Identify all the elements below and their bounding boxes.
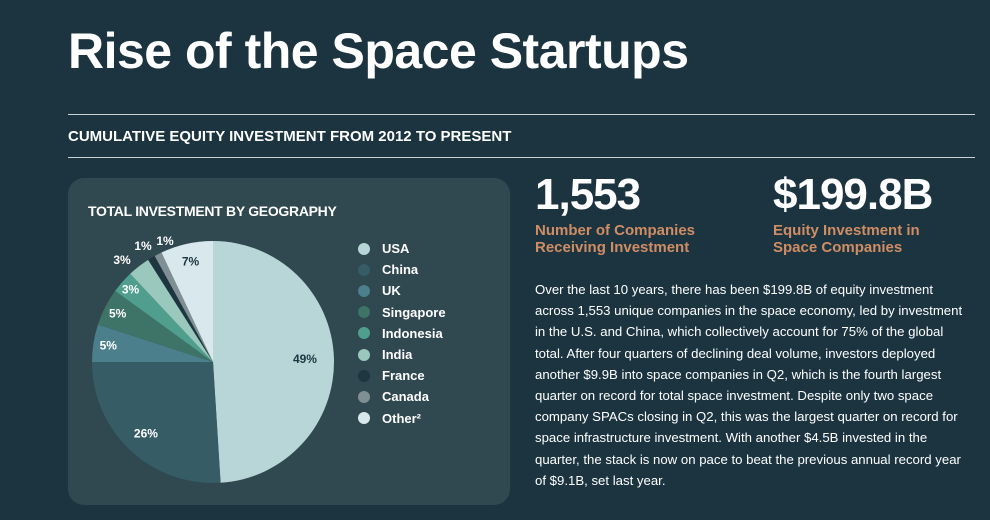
legend-label: USA	[382, 241, 410, 257]
pie-slice-india	[130, 259, 213, 362]
data-label: 26%	[134, 426, 158, 440]
data-label: 5%	[100, 338, 118, 352]
caption-line: Equity Investment in	[773, 222, 920, 239]
legend-label: India	[382, 347, 413, 363]
data-label: 1%	[156, 234, 174, 248]
pie-slice-france	[148, 255, 213, 362]
legend-swatch	[358, 412, 370, 425]
data-label: 5%	[109, 306, 127, 320]
legend-swatch	[358, 390, 370, 403]
legend-swatch	[358, 242, 370, 255]
legend-item: Other²	[358, 408, 446, 429]
pie-chart: 49%26%5%5%3%3%1% 1%7%	[92, 234, 334, 483]
pie-slice-usa	[213, 241, 334, 483]
divider	[68, 157, 975, 158]
data-label: 3%	[113, 253, 131, 267]
pie-slice-other	[161, 241, 213, 362]
chart-title: TOTAL INVESTMENT BY GEOGRAPHY	[88, 203, 337, 219]
pie-slice-china	[92, 362, 221, 483]
page-title: Rise of the Space Startups	[68, 23, 689, 79]
legend-label: Canada	[382, 389, 429, 405]
legend-item: India	[358, 344, 446, 365]
legend-label: Other²	[382, 410, 421, 426]
legend-label: UK	[382, 283, 401, 299]
legend-item: USA	[358, 238, 446, 259]
legend-label: China	[382, 262, 419, 278]
legend-item: UK	[358, 280, 446, 301]
stat-caption: Number of Companies Receiving Investment	[535, 222, 695, 256]
legend-item: Indonesia	[358, 323, 446, 344]
legend-item: China	[358, 259, 446, 280]
legend-swatch	[358, 263, 370, 276]
legend-swatch	[358, 348, 370, 361]
legend-item: Singapore	[358, 302, 446, 323]
legend-label: Singapore	[382, 304, 446, 320]
legend-swatch	[358, 284, 370, 297]
body-text: Over the last 10 years, there has been $…	[535, 282, 963, 488]
legend-swatch	[358, 369, 370, 382]
data-label: 7%	[182, 254, 200, 268]
divider	[68, 114, 975, 115]
data-label: 1%	[134, 239, 152, 253]
legend: USA China UK Singapore Indonesia India France C…	[358, 238, 446, 429]
data-label: 3%	[122, 282, 140, 296]
stat-companies: 1,553 Number of Companies Receiving Inves…	[535, 170, 695, 256]
caption-line: Receiving Investment	[535, 239, 690, 256]
legend-swatch	[358, 327, 370, 340]
stat-value: $199.8B	[773, 170, 933, 219]
stat-value: 1,553	[535, 170, 641, 219]
pie-slice-singapore	[97, 290, 213, 362]
pie-slice-indonesia	[115, 273, 213, 362]
legend-item: Canada	[358, 386, 446, 407]
chart-panel: TOTAL INVESTMENT BY GEOGRAPHY 49% 26% 5% 5%…	[68, 178, 510, 505]
legend-label: France	[382, 368, 425, 384]
section-subtitle: CUMULATIVE EQUITY INVESTMENT FROM 2012 T…	[68, 128, 512, 145]
caption-line: Number of Companies	[535, 222, 696, 239]
caption-line: Space Companies	[773, 239, 903, 256]
stat-investment: $199.8B Equity Investment in Space Compan…	[773, 170, 933, 256]
legend-item: France	[358, 365, 446, 386]
pie-slice-canada	[154, 252, 213, 362]
pie-slice-uk	[92, 324, 213, 362]
data-label: 49%	[293, 352, 317, 366]
legend-label: Indonesia	[382, 325, 443, 341]
legend-swatch	[358, 306, 370, 319]
stat-caption: Equity Investment in Space Companies	[773, 222, 932, 256]
